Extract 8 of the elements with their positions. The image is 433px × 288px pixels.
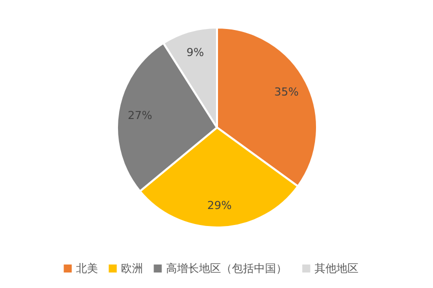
data-label: 27%	[128, 108, 152, 122]
data-label: 35%	[274, 86, 299, 99]
legend-label: 其他地区	[314, 262, 358, 275]
data-label: 29%	[207, 198, 232, 212]
legend-label: 欧洲	[120, 262, 143, 275]
legend-label: 高增长地区（包括中国）	[166, 262, 287, 275]
data-label: 9%	[186, 46, 204, 60]
legend-label: 北美	[76, 262, 98, 275]
